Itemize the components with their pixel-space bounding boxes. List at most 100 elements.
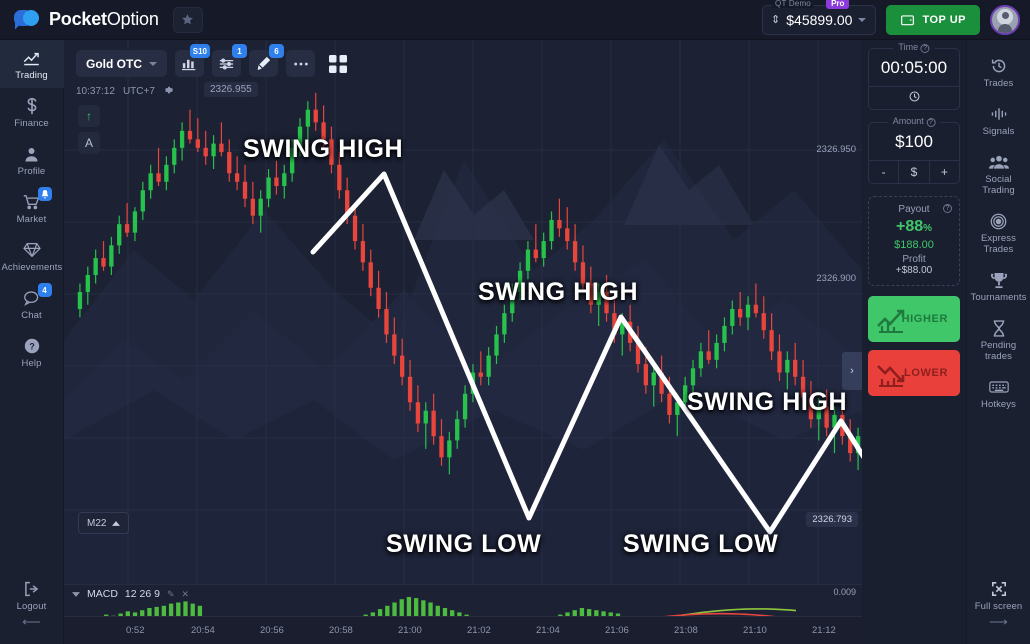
price-tick: 2326.950 [816,144,856,155]
dollar-icon [2,96,62,115]
sidebar-item-finance[interactable]: Finance [0,88,64,136]
trophy-icon [969,270,1029,289]
amount-legend-label: Amount [892,116,924,126]
pencil-icon[interactable]: ✎ [166,588,175,599]
amount-decrease-button[interactable]: - [881,165,886,179]
annotation-swing-high-1: SWING HIGH [243,135,404,163]
time-axis[interactable]: 0:52 20:54 20:56 20:58 21:00 21:02 21:04… [64,616,862,644]
amount-field-group: Amount ? $100 - $ + [868,116,960,184]
sidebar-item-achievements[interactable]: Achievements [0,232,64,280]
arrow-right-icon[interactable]: ⟶ [989,614,1008,629]
sidebar-item-tournaments[interactable]: Tournaments [967,262,1030,310]
sidebar-item-social-trading[interactable]: Social Trading [967,144,1030,203]
chart-timezone: UTC+7 [122,86,155,97]
indicators-button[interactable]: 1 [212,44,247,77]
profit-value: +$88.00 [895,265,933,276]
payout-percent: +88% [875,218,953,238]
signal-icon [969,104,1029,123]
timeframe-selector[interactable]: M22 [78,512,130,534]
left-sidebar: Trading Finance Profile [0,40,64,644]
sidebar-item-market[interactable]: Market [0,184,64,232]
top-up-label: TOP UP [922,13,966,26]
sidebar-item-label: Hotkeys [980,399,1017,410]
amount-value[interactable]: $100 [895,132,933,151]
price-axis[interactable]: 2326.950 2326.900 2326.793 [796,40,862,644]
profit-label: Profit [902,254,926,265]
fullscreen-icon [969,579,1029,598]
sidebar-item-chat[interactable]: 4 Chat [0,280,64,328]
gear-icon[interactable] [163,85,173,98]
pro-badge: Pro [826,0,850,9]
sidebar-item-signals[interactable]: Signals [967,96,1030,144]
chart-toolbar: Gold OTC S10 1 6 [76,44,352,77]
help-icon[interactable]: ? [920,44,930,53]
time-legend-label: Time [898,42,919,52]
symbol-selector[interactable]: Gold OTC [76,50,167,77]
clock-icon [909,91,919,102]
brand-logo[interactable]: PocketOption [0,9,159,31]
trade-panel: Time ? 00:05:00 Amount ? $100 - [862,40,966,644]
candlestick-series [77,92,861,475]
sidebar-item-label: Express Trades [980,233,1017,255]
close-icon[interactable]: ✕ [181,588,190,599]
arrow-left-icon[interactable]: ⟵ [22,614,41,629]
lower-label: LOWER [904,367,948,379]
time-tick: 21:06 [605,625,629,636]
diamond-icon [2,240,62,259]
help-icon[interactable]: ? [943,204,952,213]
chevron-down-icon[interactable] [858,17,867,22]
sidebar-item-trading[interactable]: Trading [0,40,64,88]
fullscreen-button[interactable]: Full screen ⟶ [967,571,1030,644]
text-tool-icon[interactable]: A [78,132,100,154]
payout-percent-value: +88 [895,218,924,235]
currency-button[interactable]: $ [898,161,928,183]
trend-down-icon [877,365,905,387]
indicators-icon [219,58,234,69]
macd-name: MACD [87,588,118,600]
sidebar-item-express-trades[interactable]: Express Trades [967,203,1030,262]
market-notification-badge [37,187,52,201]
grid-layout-icon [328,54,347,73]
top-bar-right: QT Demo Pro ⇕ $45899.00 TOP UP [762,0,1030,35]
sidebar-item-label: Help [21,358,42,369]
more-options-icon [293,62,308,65]
annotation-swing-high-3: SWING HIGH [687,388,848,416]
logout-button[interactable]: Logout ⟵ [0,571,64,644]
help-icon[interactable]: ? [926,118,936,127]
drawing-tools-button[interactable]: 6 [249,44,284,77]
chevron-down-icon[interactable] [72,591,80,597]
account-type-label: QT Demo [772,0,814,8]
sidebar-item-hotkeys[interactable]: Hotkeys [967,369,1030,417]
more-options-button[interactable] [286,50,315,77]
switch-account-icon[interactable]: ⇕ [771,13,781,26]
higher-button[interactable]: HIGHER [868,296,960,342]
account-balance-selector[interactable]: QT Demo Pro ⇕ $45899.00 [762,0,877,35]
chart-area[interactable]: Gold OTC S10 1 6 [64,40,862,644]
price-tick: 2326.900 [816,273,856,284]
balance-amount: $45899.00 [786,11,853,28]
time-mode-clock-button[interactable] [869,87,959,109]
sidebar-item-label: Pending trades [980,340,1017,362]
keyboard-icon [969,377,1029,396]
expand-panel-button[interactable]: › [842,352,862,390]
payout-percent-unit: % [923,223,933,234]
sidebar-item-label: Market [16,214,47,225]
sidebar-item-profile[interactable]: Profile [0,136,64,184]
amount-increase-button[interactable]: + [928,161,959,183]
lower-button[interactable]: LOWER [868,350,960,396]
chart-type-badge: S10 [189,44,210,58]
avatar[interactable] [990,4,1020,35]
top-up-button[interactable]: TOP UP [886,4,980,35]
layout-grid-button[interactable] [323,50,352,77]
chart-type-button[interactable]: S10 [175,44,210,77]
expiry-time-value[interactable]: 00:05:00 [880,58,948,77]
sidebar-item-trades[interactable]: Trades [967,48,1030,96]
sidebar-item-label: Chat [21,310,42,321]
sidebar-item-help[interactable]: ? Help [0,328,64,376]
arrow-up-tool-icon[interactable]: ↑ [78,105,100,127]
favorites-star-button[interactable] [172,6,203,33]
time-tick: 21:10 [743,625,767,636]
sidebar-item-pending-trades[interactable]: Pending trades [967,310,1030,369]
sidebar-item-label: Social Trading [982,174,1015,196]
